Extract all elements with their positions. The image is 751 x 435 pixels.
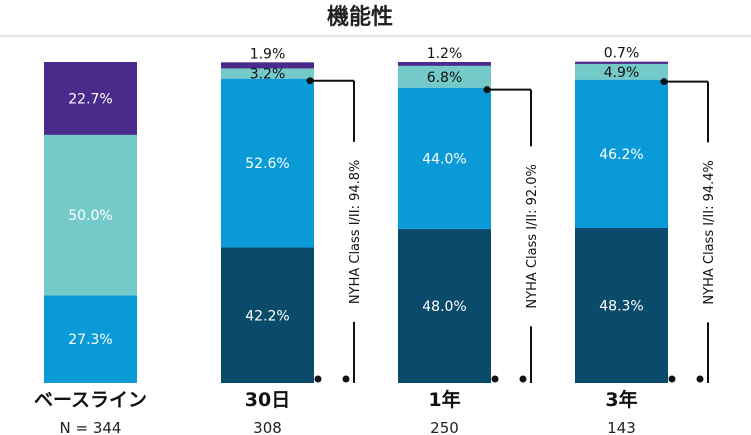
bar-segment-class-i-4 [575, 227, 668, 383]
bracket-label-2: NYHA Class I/II: 94.8% [348, 160, 363, 305]
bracket-bottom-dot-left [668, 375, 676, 383]
data-label-class-i-4: 48.3% [599, 298, 643, 314]
data-label-class-ii-1: 27.3% [68, 332, 112, 348]
bar-segment-class-iv-3 [398, 62, 491, 66]
category-label-1: ベースライン [34, 389, 147, 411]
data-label-class-iii-3: 6.8% [427, 70, 463, 86]
n-label-3: 250 [430, 419, 459, 435]
data-label-class-iv-1: 22.7% [68, 91, 112, 107]
bar-segment-class-i-2 [221, 247, 314, 383]
data-label-class-ii-2: 52.6% [245, 156, 289, 172]
data-label-class-iv-4: 0.7% [604, 46, 640, 62]
chart-title: 機能性 [327, 4, 393, 30]
bar-segment-class-iii-2 [221, 68, 314, 79]
bracket-bottom-dot-left [314, 375, 322, 383]
bar-segment-class-ii-2 [221, 78, 314, 248]
data-label-class-iii-2: 3.2% [250, 67, 286, 83]
data-label-class-iv-2: 1.9% [250, 46, 286, 62]
data-label-class-iii-4: 4.9% [604, 65, 640, 81]
data-label-class-iv-3: 1.2% [427, 46, 463, 62]
data-label-class-iii-1: 50.0% [68, 208, 112, 224]
bars-layer [44, 61, 668, 383]
bar-segment-class-ii-1 [44, 295, 137, 383]
bracket-label-3: NYHA Class I/II: 92.0% [525, 164, 540, 309]
data-label-class-ii-4: 46.2% [599, 147, 643, 163]
category-label-3: 1年 [428, 388, 460, 411]
data-label-class-i-2: 42.2% [245, 308, 289, 324]
class-i-ii-bracket-4: NYHA Class I/II: 94.4% [660, 78, 717, 383]
bar-segment-class-ii-3 [398, 87, 491, 229]
category-label-4: 3年 [605, 388, 637, 411]
data-label-class-i-3: 48.0% [422, 299, 466, 315]
brackets-layer: NYHA Class I/II: 94.8% NYHA Class I/II: 9… [306, 77, 717, 383]
bracket-label-4: NYHA Class I/II: 94.4% [702, 160, 717, 305]
bracket-bottom-dot-right [342, 375, 350, 383]
category-label-2: 30日 [245, 389, 290, 411]
class-i-ii-bracket-3: NYHA Class I/II: 92.0% [483, 86, 540, 383]
bar-segment-class-iii-3 [398, 65, 491, 88]
bracket-bottom-dot-right [696, 375, 704, 383]
class-i-ii-bracket-2: NYHA Class I/II: 94.8% [306, 77, 363, 383]
bar-segment-class-iii-4 [575, 63, 668, 80]
data-label-class-ii-3: 44.0% [422, 151, 466, 167]
bar-segment-class-iii-1 [44, 134, 137, 296]
bar-segment-class-iv-2 [221, 62, 314, 69]
bracket-bottom-dot-right [519, 375, 527, 383]
n-label-4: 143 [607, 419, 636, 435]
bar-segment-class-iv-1 [44, 62, 137, 135]
bar-segment-class-iv-4 [575, 61, 668, 64]
labels-layer: 27.3% 50.0% 22.7% ベースライン N = 344 42.2% 52.6% 3.… [34, 46, 644, 435]
bracket-bottom-dot-left [491, 375, 499, 383]
bar-segment-class-ii-4 [575, 79, 668, 228]
n-label-1: N = 344 [60, 419, 122, 435]
bar-segment-class-i-3 [398, 228, 491, 383]
n-label-2: 308 [253, 419, 282, 435]
